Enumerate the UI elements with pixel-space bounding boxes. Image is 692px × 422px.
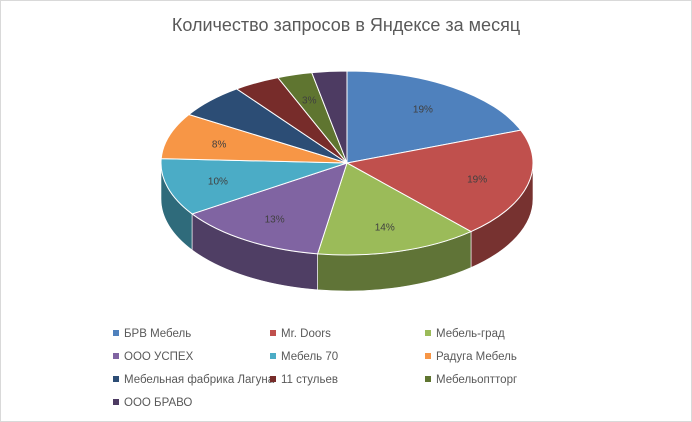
legend-swatch — [113, 375, 119, 382]
pie-tops — [160, 70, 534, 256]
chart-title: Количество запросов в Яндексе за месяц — [171, 15, 521, 35]
legend-item: ООО УСПЕХ — [113, 350, 193, 364]
data-label: 3% — [302, 95, 317, 106]
pie-slice — [311, 70, 348, 164]
legend-item: Мебельная фабрика Лагуна — [113, 373, 274, 387]
legend-item: Радуга Мебель — [425, 350, 517, 364]
data-label: 14% — [375, 223, 395, 234]
legend-swatch — [113, 398, 119, 405]
legend-swatch — [270, 375, 276, 382]
legend-label: Мебель-град — [436, 328, 505, 340]
legend-item: 11 стульев — [270, 373, 338, 387]
pie-sides — [160, 162, 534, 292]
legend-label: Мебельная фабрика Лагуна — [124, 374, 275, 386]
legend-item: Мебель 70 — [270, 350, 338, 364]
legend-item: БРВ Мебель — [113, 327, 191, 341]
data-label: 13% — [265, 215, 285, 226]
data-label: 8% — [212, 139, 227, 150]
legend-swatch — [270, 352, 276, 359]
legend-label: ООО УСПЕХ — [124, 351, 194, 363]
legend-label: БРВ Мебель — [124, 328, 192, 340]
legend-item: Мебель-град — [425, 327, 505, 341]
legend-item: Mr. Doors — [270, 327, 331, 341]
pie-chart: 19% 19% 14% 13% 10% 8% 3% — [160, 70, 534, 292]
data-label: 10% — [208, 177, 228, 188]
pie-slice — [160, 158, 348, 215]
legend-label: Мебельоптторг — [436, 374, 518, 386]
legend-item: ООО БРАВО — [113, 396, 192, 410]
legend-label: 11 стульев — [281, 374, 338, 386]
legend-swatch — [425, 375, 431, 382]
legend-label: Mr. Doors — [281, 328, 331, 340]
legend-swatch — [113, 329, 119, 336]
legend-item: Мебельоптторг — [425, 373, 517, 387]
legend-label: ООО БРАВО — [124, 397, 193, 409]
legend-label: Радуга Мебель — [436, 351, 517, 363]
legend-swatch — [425, 329, 431, 336]
pie-slice — [345, 129, 534, 233]
pie-slice — [316, 162, 473, 256]
legend-swatch — [270, 329, 276, 336]
pie-labels: 19% 19% 14% 13% 10% 8% 3% — [208, 95, 487, 233]
data-label: 19% — [413, 104, 433, 115]
pie-slice — [346, 70, 522, 164]
pie-slice — [191, 162, 348, 255]
data-label: 19% — [467, 175, 487, 186]
legend-swatch — [113, 352, 119, 359]
pie-slice — [160, 113, 348, 164]
legend-swatch — [425, 352, 431, 359]
legend-label: Мебель 70 — [281, 351, 339, 363]
